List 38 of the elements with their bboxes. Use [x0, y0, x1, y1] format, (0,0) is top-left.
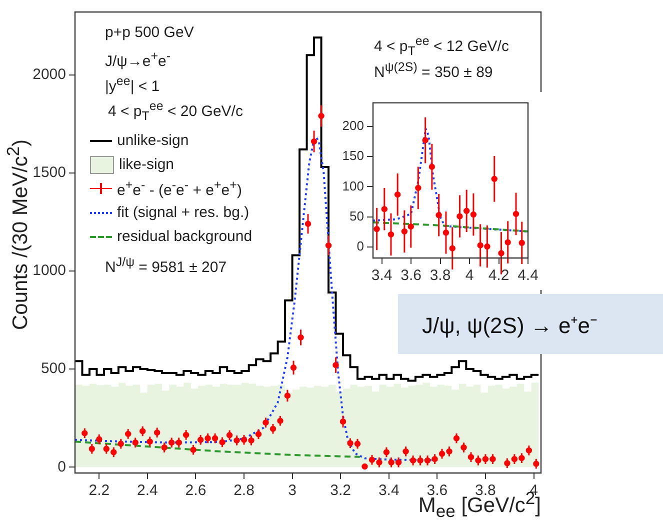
x-tick-label: 4.4	[518, 267, 538, 284]
x-tick-label: 3.6	[400, 267, 422, 284]
legend-label: like-sign	[119, 156, 174, 173]
x-tick-label: 2.6	[185, 482, 206, 500]
annotation: 4 < p$_{T}$$^{ee}$ < 12 GeV/c	[374, 34, 509, 58]
y-tick-label: 150	[342, 148, 364, 164]
y-tick-label: 200	[342, 118, 364, 133]
annotation: N$^{J/ψ}$ = 9581 ± 207	[105, 255, 227, 276]
annotation: 4 < p$_{T}$$^{ee}$ < 20 GeV/c	[108, 99, 243, 123]
y-tick-label: 50	[350, 208, 364, 224]
x-tick-label: 3.2	[330, 482, 352, 500]
x-tick-label: 2.8	[234, 482, 254, 500]
y-tick-label: 2000	[32, 66, 66, 83]
annotation: |y$^{ee}$| < 1	[105, 74, 160, 95]
y-tick-label: 0	[58, 458, 66, 476]
caption-box: J/ψ, ψ(2S) → e⁺e⁻	[398, 294, 663, 354]
line-series	[373, 128, 528, 232]
x-tick-label: 3.8	[430, 267, 451, 284]
legend-label: unlike-sign	[117, 132, 189, 149]
x-tick-label: 4	[465, 267, 474, 284]
y-tick-label: 0	[356, 238, 364, 254]
x-tick-label: 2.4	[137, 482, 158, 500]
x-tick-label: 3	[288, 482, 296, 500]
y-tick-label: 1500	[32, 164, 66, 181]
text: e$^{+}$e$^{-}$ - (e$^{-}$e$^{-}$ + e$^{+}$e$^{+}$)	[117, 178, 242, 199]
y-tick-label: 100	[342, 178, 364, 194]
x-tick-label: 3.4	[378, 482, 400, 500]
y-tick-label: 1000	[32, 262, 66, 280]
y-tick-label: 500	[40, 360, 66, 378]
x-tick-label: 3.4	[371, 267, 392, 284]
line-series	[75, 440, 361, 458]
annotation: N$^{ψ(2S)}$ = 350 ± 89	[374, 60, 493, 81]
x-tick-label: 4.2	[488, 267, 510, 284]
annotation: p+p 500 GeV	[105, 24, 194, 41]
x-tick-label: 2.2	[88, 482, 110, 500]
legend-label: residual background	[117, 228, 252, 245]
annotation: J/ψ→e$^{+}$e$^{-}$	[105, 49, 171, 70]
legend-label: fit (signal + res. bg.)	[117, 204, 250, 221]
